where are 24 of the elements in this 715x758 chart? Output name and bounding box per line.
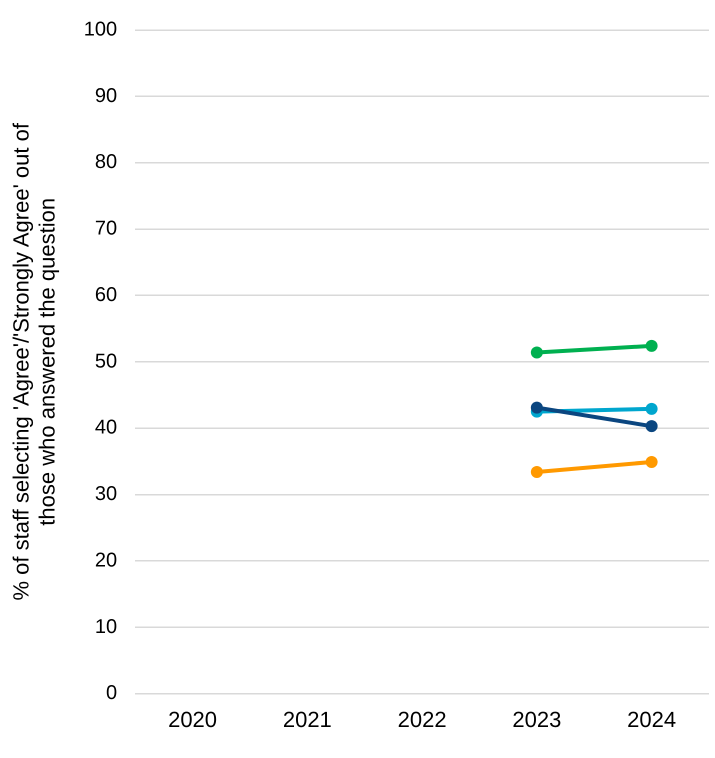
x-tick-label: 2022 xyxy=(398,706,447,732)
y-tick-label: 50 xyxy=(94,350,118,372)
y-tick-label: 40 xyxy=(94,416,118,439)
y-tick-label: 30 xyxy=(94,483,118,506)
y-tick-label: 70 xyxy=(94,218,118,240)
point xyxy=(646,340,658,352)
x-tick-label: 2020 xyxy=(168,706,218,732)
point xyxy=(646,420,658,432)
point xyxy=(530,346,543,359)
x-tick-label: 2021 xyxy=(282,706,332,732)
y-tick-label: 100 xyxy=(84,18,118,41)
y-tick-label: 20 xyxy=(94,549,118,572)
x-tick-label: 2024 xyxy=(627,706,676,732)
y-tick-label: 80 xyxy=(94,151,118,174)
point xyxy=(530,466,543,478)
point xyxy=(646,456,658,468)
y-tick-label: 0 xyxy=(106,682,118,704)
y-tick-label: 90 xyxy=(94,84,118,107)
point xyxy=(530,402,543,414)
y-tick-label: 10 xyxy=(94,616,118,638)
point xyxy=(646,402,658,415)
x-tick-label: 2023 xyxy=(512,706,562,732)
y-tick-label: 60 xyxy=(94,284,118,306)
y-axis-title: % of staff selecting 'Agree'/'Strongly Agree' out of those who answered the question xyxy=(8,122,60,601)
